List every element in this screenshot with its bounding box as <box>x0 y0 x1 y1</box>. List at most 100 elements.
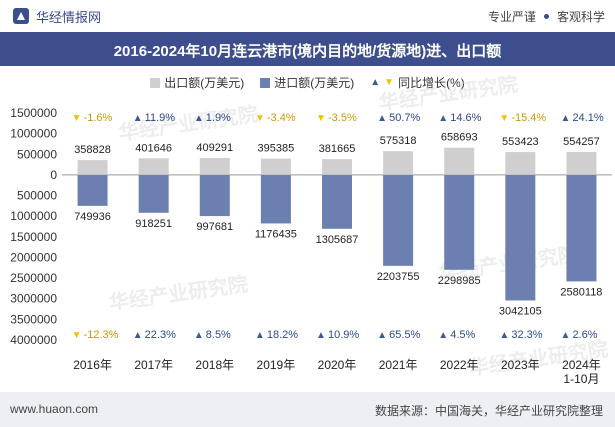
y-tick-label-3: 0 <box>50 168 57 182</box>
export-growth-label-6: 14.6% <box>450 112 481 124</box>
export-value-label-7: 553423 <box>502 136 539 148</box>
legend-growth-label: 同比增长(%) <box>398 76 465 90</box>
import-growth-label-2: 8.5% <box>206 329 231 341</box>
watermark-2: 华经产业研究院 <box>107 272 249 315</box>
export-value-label-8: 554257 <box>563 136 600 148</box>
export-value-label-6: 658693 <box>441 132 478 144</box>
export-growth-label-1: 11.9% <box>145 112 176 124</box>
y-tick-label-7: 2000000 <box>10 250 57 264</box>
brand-name: 华经情报网 <box>36 9 102 25</box>
legend-export: 出口额(万美元) <box>150 74 244 91</box>
import-value-label-2: 997681 <box>196 221 233 233</box>
import-value-label-7: 3042105 <box>499 305 542 317</box>
x-category-label-8: 2024年 <box>562 358 601 372</box>
export-bar-1 <box>138 158 169 175</box>
slogan-right: 客观科学 <box>556 10 605 24</box>
x-category-label-8-line1: 1-10月 <box>563 372 599 386</box>
export-growth-arrow-icon-8: ▲ <box>560 113 570 124</box>
import-bar-4 <box>322 174 352 229</box>
export-growth-label-8: 24.1% <box>572 112 603 124</box>
import-growth-label-6: 4.5% <box>450 329 475 341</box>
export-growth-arrow-icon-1: ▲ <box>133 113 143 124</box>
legend-down-arrow-icon: ▼ <box>384 77 395 88</box>
import-bar-8 <box>566 174 597 282</box>
slogan-left: 专业严谨 <box>487 10 536 24</box>
export-growth-arrow-icon-5: ▲ <box>377 113 387 124</box>
import-bar-2 <box>199 174 230 217</box>
import-value-label-0: 749936 <box>74 211 111 223</box>
y-tick-label-1: 1000000 <box>10 127 57 141</box>
import-growth-arrow-icon-8: ▲ <box>560 330 570 341</box>
x-category-label-0: 2016年 <box>73 358 112 372</box>
import-growth-arrow-icon-7: ▲ <box>499 330 509 341</box>
export-bar-6 <box>444 147 475 175</box>
import-bar-5 <box>383 174 414 266</box>
import-value-label-3: 1176435 <box>255 228 297 240</box>
y-tick-label-4: 500000 <box>17 189 57 203</box>
brand-logo-icon <box>13 8 29 24</box>
export-growth-label-7: -15.4% <box>511 112 546 124</box>
export-value-label-1: 401646 <box>135 142 172 154</box>
import-growth-arrow-icon-1: ▲ <box>133 330 143 341</box>
export-value-label-4: 381665 <box>319 143 356 155</box>
watermark-1: 华经产业研究院 <box>377 72 519 115</box>
import-value-label-8: 2580118 <box>560 286 602 298</box>
x-category-label-3: 2019年 <box>257 358 296 372</box>
import-growth-label-3: 18.2% <box>267 329 298 341</box>
export-growth-label-4: -3.5% <box>328 112 357 124</box>
legend-growth: ▲ ▼ 同比增长(%) <box>370 74 464 91</box>
brand: 华经情报网 <box>12 6 101 26</box>
y-tick-label-0: 1500000 <box>10 106 57 120</box>
import-growth-arrow-icon-4: ▲ <box>316 330 326 341</box>
import-value-label-6: 2298985 <box>438 275 481 287</box>
export-bar-3 <box>260 158 291 175</box>
x-category-label-5: 2021年 <box>379 358 418 372</box>
y-tick-label-9: 3000000 <box>10 292 57 306</box>
export-bar-8 <box>566 152 597 175</box>
y-tick-label-2: 500000 <box>17 147 57 161</box>
export-growth-arrow-icon-0: ▼ <box>72 113 82 124</box>
chart-title: 2016-2024年10月连云港市(境内目的地/货源地)进、出口额 <box>113 43 502 60</box>
import-growth-label-8: 2.6% <box>572 329 597 341</box>
import-growth-arrow-icon-0: ▼ <box>72 330 82 341</box>
x-category-label-1: 2017年 <box>134 358 173 372</box>
footer-source: 数据来源：中国海关，华经产业研究院整理 <box>374 404 603 418</box>
import-bar-3 <box>260 174 291 224</box>
export-growth-arrow-icon-6: ▲ <box>438 113 448 124</box>
export-growth-label-5: 50.7% <box>389 112 420 124</box>
export-growth-arrow-icon-4: ▼ <box>316 113 326 124</box>
import-growth-label-5: 65.5% <box>389 329 420 341</box>
export-bar-5 <box>383 151 414 175</box>
legend-import: 进口额(万美元) <box>260 74 354 91</box>
title-bar: 2016-2024年10月连云港市(境内目的地/货源地)进、出口额 <box>0 32 615 66</box>
export-value-label-3: 395385 <box>258 143 295 155</box>
export-value-label-5: 575318 <box>380 135 417 147</box>
import-growth-label-0: -12.3% <box>84 329 119 341</box>
export-bar-2 <box>199 158 230 175</box>
export-bar-0 <box>77 160 108 175</box>
footer: www.huaon.com 数据来源：中国海关，华经产业研究院整理 <box>0 392 615 427</box>
legend-up-arrow-icon: ▲ <box>370 77 381 88</box>
import-bar-0 <box>77 174 108 206</box>
y-tick-label-5: 1000000 <box>10 209 57 223</box>
import-growth-arrow-icon-6: ▲ <box>438 330 448 341</box>
export-growth-arrow-icon-2: ▲ <box>194 113 204 124</box>
legend-export-label: 出口额(万美元) <box>164 76 245 90</box>
y-tick-label-10: 3500000 <box>10 312 57 326</box>
export-growth-label-2: 1.9% <box>206 112 231 124</box>
import-bar-6 <box>444 174 475 270</box>
import-bar-1 <box>138 174 169 213</box>
export-bar-4 <box>322 159 352 175</box>
chart-plot: 华经产业研究院华经产业研究院华经产业研究院华经产业研究院华经产业研究院15000… <box>10 72 612 386</box>
export-growth-label-3: -3.4% <box>267 112 296 124</box>
import-growth-arrow-icon-3: ▲ <box>255 330 265 341</box>
export-growth-arrow-icon-7: ▼ <box>499 113 509 124</box>
x-category-label-4: 2020年 <box>318 358 357 372</box>
export-growth-arrow-icon-3: ▼ <box>255 113 265 124</box>
y-tick-label-8: 2500000 <box>10 271 57 285</box>
import-bar-7 <box>505 174 536 301</box>
import-value-label-4: 1305687 <box>316 234 359 246</box>
x-category-label-7: 2023年 <box>501 358 540 372</box>
export-growth-label-0: -1.6% <box>84 112 113 124</box>
slogan: 专业严谨 客观科学 <box>488 8 605 25</box>
